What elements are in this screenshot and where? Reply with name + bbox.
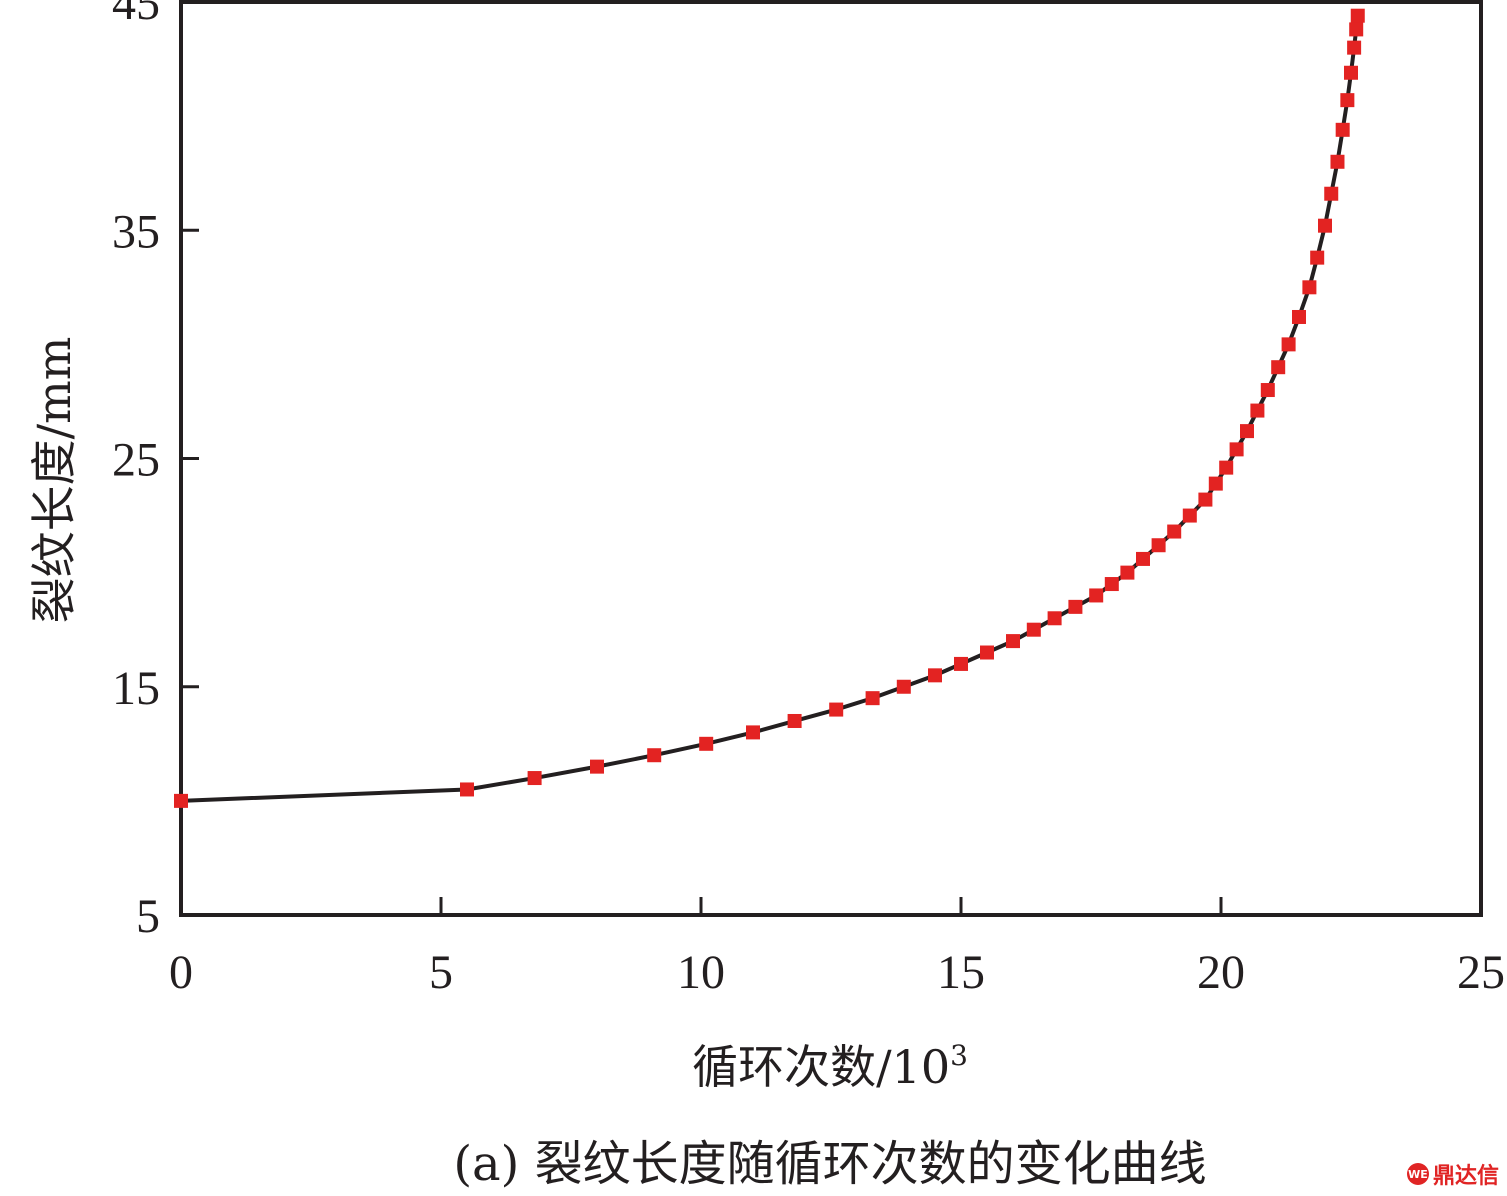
data-point xyxy=(1318,218,1332,233)
data-point xyxy=(928,668,942,683)
watermark: WE 鼎达信 xyxy=(1406,1158,1499,1190)
data-point xyxy=(1347,40,1362,55)
data-point xyxy=(829,702,844,717)
data-point xyxy=(1120,565,1135,580)
watermark-text: 鼎达信 xyxy=(1432,1164,1499,1189)
data-point xyxy=(954,656,968,671)
axis-ticks xyxy=(179,0,1483,917)
data-point xyxy=(1344,65,1358,80)
data-point xyxy=(1219,460,1234,475)
x-axis-title-main: 循环次数/10 xyxy=(692,1040,950,1094)
data-point xyxy=(174,793,188,808)
x-tick-label-10: 10 xyxy=(677,946,725,999)
data-point xyxy=(1068,599,1083,614)
data-point xyxy=(590,759,604,774)
data-point xyxy=(527,771,542,786)
data-point xyxy=(1208,476,1223,491)
data-point xyxy=(1198,492,1213,507)
data-point xyxy=(1260,383,1275,398)
y-tick-label-15: 15 xyxy=(112,662,160,715)
data-point xyxy=(699,736,714,751)
plot-frame xyxy=(179,0,1483,917)
data-point xyxy=(1349,22,1364,37)
data-point xyxy=(1182,508,1197,523)
series-line xyxy=(180,15,1360,803)
y-tick-label-5: 5 xyxy=(136,890,160,943)
data-point xyxy=(746,725,760,740)
data-point xyxy=(460,782,474,797)
data-point xyxy=(1006,634,1020,649)
data-point xyxy=(1292,309,1306,324)
data-point xyxy=(1340,93,1355,108)
data-point xyxy=(1335,122,1350,137)
data-point xyxy=(1026,622,1041,637)
data-point xyxy=(1151,538,1166,553)
x-tick-label-20: 20 xyxy=(1197,946,1245,999)
data-point xyxy=(787,713,802,728)
x-tick-label-25: 25 xyxy=(1457,946,1505,999)
data-point xyxy=(1250,403,1265,418)
data-point xyxy=(896,679,911,694)
y-tick-label-45: 45 xyxy=(112,0,160,30)
y-axis-title: 裂纹长度/mm xyxy=(27,337,81,624)
data-point xyxy=(1136,551,1150,566)
data-point xyxy=(1229,442,1244,457)
data-point xyxy=(1350,8,1365,23)
y-tick-label-25: 25 xyxy=(112,434,160,487)
plot-axes xyxy=(179,0,1483,917)
data-point xyxy=(1047,611,1062,626)
data-point xyxy=(1281,337,1296,352)
data-point xyxy=(865,691,880,706)
data-point xyxy=(1324,186,1339,201)
data-point xyxy=(1330,154,1345,169)
data-point xyxy=(1240,424,1254,439)
data-point xyxy=(1167,524,1182,539)
x-tick-label-0: 0 xyxy=(169,946,193,999)
data-markers xyxy=(174,8,1365,808)
y-tick-label-35: 35 xyxy=(112,205,160,258)
data-point xyxy=(980,645,994,660)
data-point xyxy=(1310,250,1325,265)
watermark-logo-icon: WE xyxy=(1406,1163,1429,1185)
data-point xyxy=(1302,280,1317,295)
x-tick-label-15: 15 xyxy=(937,946,985,999)
data-point xyxy=(1089,588,1104,603)
data-point xyxy=(647,748,662,763)
series-line-group xyxy=(180,15,1360,803)
data-point xyxy=(1271,360,1286,375)
figure-caption: (a) 裂纹长度随循环次数的变化曲线 xyxy=(453,1136,1206,1192)
data-point xyxy=(1104,577,1119,592)
x-axis-title-superscript: 3 xyxy=(950,1039,968,1072)
x-tick-label-5: 5 xyxy=(429,946,453,999)
x-axis-title: 循环次数/103 xyxy=(692,1039,968,1094)
